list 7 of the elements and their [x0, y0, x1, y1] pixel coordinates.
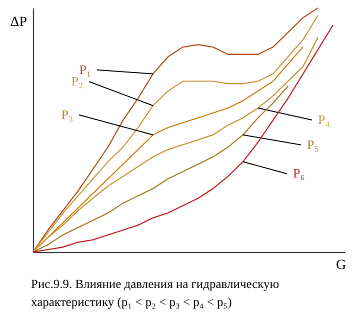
text: P₃ [61, 106, 73, 122]
x-axis-title: G [336, 258, 346, 273]
text: P₆ [293, 166, 305, 181]
text: P₄ [318, 112, 330, 128]
text: Рис.9.9. Влияние давления на гидравлическую характеристику (p₁ < p₂ < p₃ < p₄ < p₅) [31, 277, 280, 309]
y-axis-title: ΔP [10, 15, 28, 30]
text: P₅ [307, 136, 319, 152]
